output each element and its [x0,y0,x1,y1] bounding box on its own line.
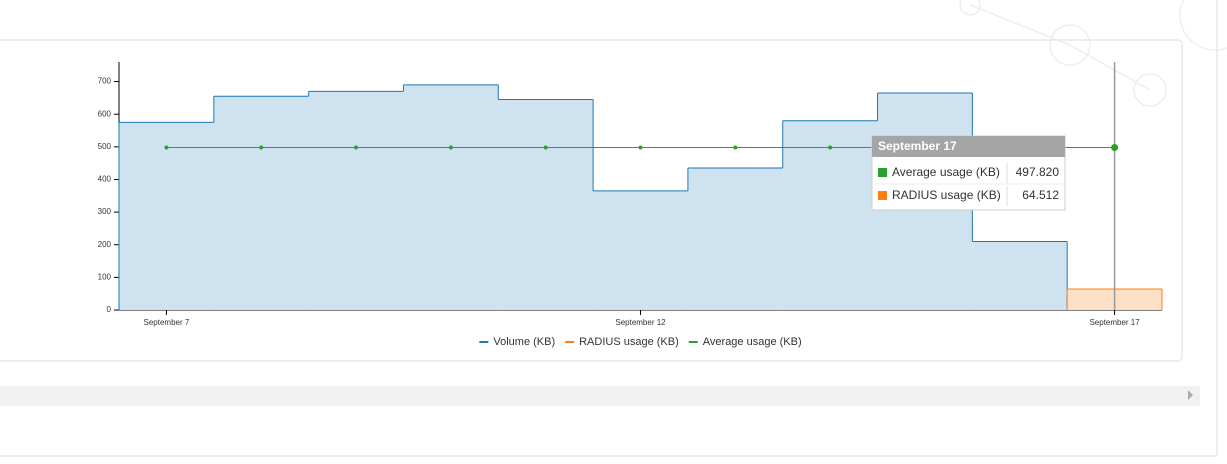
decor-line [1069,44,1151,91]
scroll-arrow[interactable] [1188,390,1193,400]
tooltip-value: 64.512 [1022,188,1059,202]
x-tick-label: September 12 [615,318,666,327]
step-area [403,84,499,310]
step-area [593,190,688,310]
x-tick-label: September 7 [144,318,190,327]
average-point [164,145,169,150]
legend-label: Volume (KB) [493,336,555,348]
step-area [119,122,214,310]
decor-circle [1179,0,1227,51]
legend-label: Average usage (KB) [703,336,802,348]
tooltip-label: RADIUS usage (KB) [892,188,1001,202]
average-point [354,145,359,150]
y-tick-label: 500 [98,142,112,151]
y-tick-label: 300 [98,207,112,216]
tooltip-title: September 17 [878,139,957,153]
decor-circle [1133,73,1167,107]
x-tick-label: September 17 [1089,318,1140,327]
step-area [498,99,594,311]
decor-circle [959,0,981,16]
y-tick-label: 200 [98,240,112,249]
tooltip-header [872,136,1065,157]
step-area [782,120,878,310]
average-point [1111,144,1119,152]
average-point [733,145,738,150]
panel [0,39,1183,362]
average-point [638,145,643,150]
average-point [259,145,264,150]
tooltip-swatch [878,168,887,177]
step-area [308,91,404,310]
tooltip: September 17 Average usage (KB) 497.820 RAD… [871,135,1066,211]
step-area [213,96,309,311]
average-point [828,145,833,150]
legend-label: RADIUS usage (KB) [579,336,679,348]
tooltip-swatch [878,191,887,200]
average-point [448,145,453,150]
tooltip-value: 497.820 [1016,165,1060,179]
decor-line [969,4,1071,46]
y-tick-label: 100 [98,272,112,281]
background-decoration [959,0,1227,107]
y-tick-label: 0 [107,305,112,314]
decor-circle [1049,24,1091,66]
tooltip-label: Average usage (KB) [892,165,1000,179]
step-area [972,241,1068,310]
scrollbar[interactable] [0,386,1200,406]
average-point [543,145,548,150]
step-area [687,168,783,310]
y-tick-label: 600 [98,109,112,118]
y-tick-label: 400 [98,175,112,184]
y-tick-label: 700 [98,77,112,86]
legend: Volume (KB) RADIUS usage (KB) Average usag… [479,336,802,348]
